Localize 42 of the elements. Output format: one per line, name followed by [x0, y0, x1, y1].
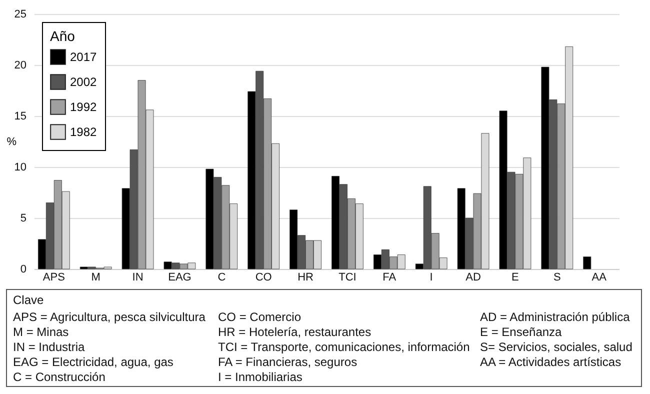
- legend-label: 2017: [70, 50, 98, 64]
- x-tick-label: I: [430, 272, 433, 284]
- text: I = Inmobiliarias: [218, 370, 304, 385]
- y-tick-label: 20: [14, 60, 26, 72]
- x-tick-label: FA: [382, 272, 397, 284]
- text: EAG = Electricidad, agua, gas: [13, 355, 174, 370]
- x-tick-label: E: [512, 272, 519, 284]
- x-tick-label: M: [91, 272, 100, 284]
- y-tick-label: 10: [14, 162, 26, 174]
- text: IN = Industria: [13, 340, 86, 355]
- text: APS = Agricultura, pesca silvicultura: [13, 310, 206, 325]
- legend-label: 2002: [70, 75, 98, 89]
- x-tick-label: AA: [592, 272, 608, 284]
- text: TCI = Transporte, comunicaciones, información: [218, 340, 471, 355]
- x-tick-label: EAG: [168, 272, 192, 284]
- x-tick-label: APS: [42, 272, 65, 284]
- x-tick-label: AD: [466, 272, 481, 284]
- y-tick-label: 0: [20, 264, 26, 276]
- y-tick-label: 25: [14, 8, 26, 20]
- text: AD = Administración pública: [480, 310, 631, 325]
- text: AA = Actividades artísticas: [480, 355, 622, 370]
- x-tick-label: CO: [255, 272, 272, 284]
- x-tick-label: S: [553, 272, 561, 284]
- y-tick-label: 15: [14, 110, 26, 122]
- x-tick-label: HR: [298, 272, 314, 284]
- text: E = Enseñanza: [480, 325, 563, 340]
- legend-title: Año: [50, 28, 76, 44]
- x-tick-label: TCI: [338, 272, 356, 284]
- x-tick-label: IN: [132, 272, 144, 284]
- text: FA = Financieras, seguros: [218, 355, 358, 370]
- legend-label: 1982: [70, 125, 98, 139]
- text: Clave: [13, 293, 45, 307]
- bar: [583, 256, 592, 270]
- text: C = Construcción: [13, 370, 106, 385]
- y-axis-title: %: [6, 136, 17, 148]
- legend-label: 1992: [70, 100, 98, 114]
- text: HR = Hotelería, restaurantes: [218, 325, 372, 340]
- text: S= Servicios, sociales, salud: [480, 340, 634, 355]
- text: M = Minas: [13, 325, 70, 340]
- y-tick-label: 5: [20, 212, 26, 224]
- text: CO = Comercio: [218, 310, 302, 325]
- x-tick-label: C: [218, 272, 226, 284]
